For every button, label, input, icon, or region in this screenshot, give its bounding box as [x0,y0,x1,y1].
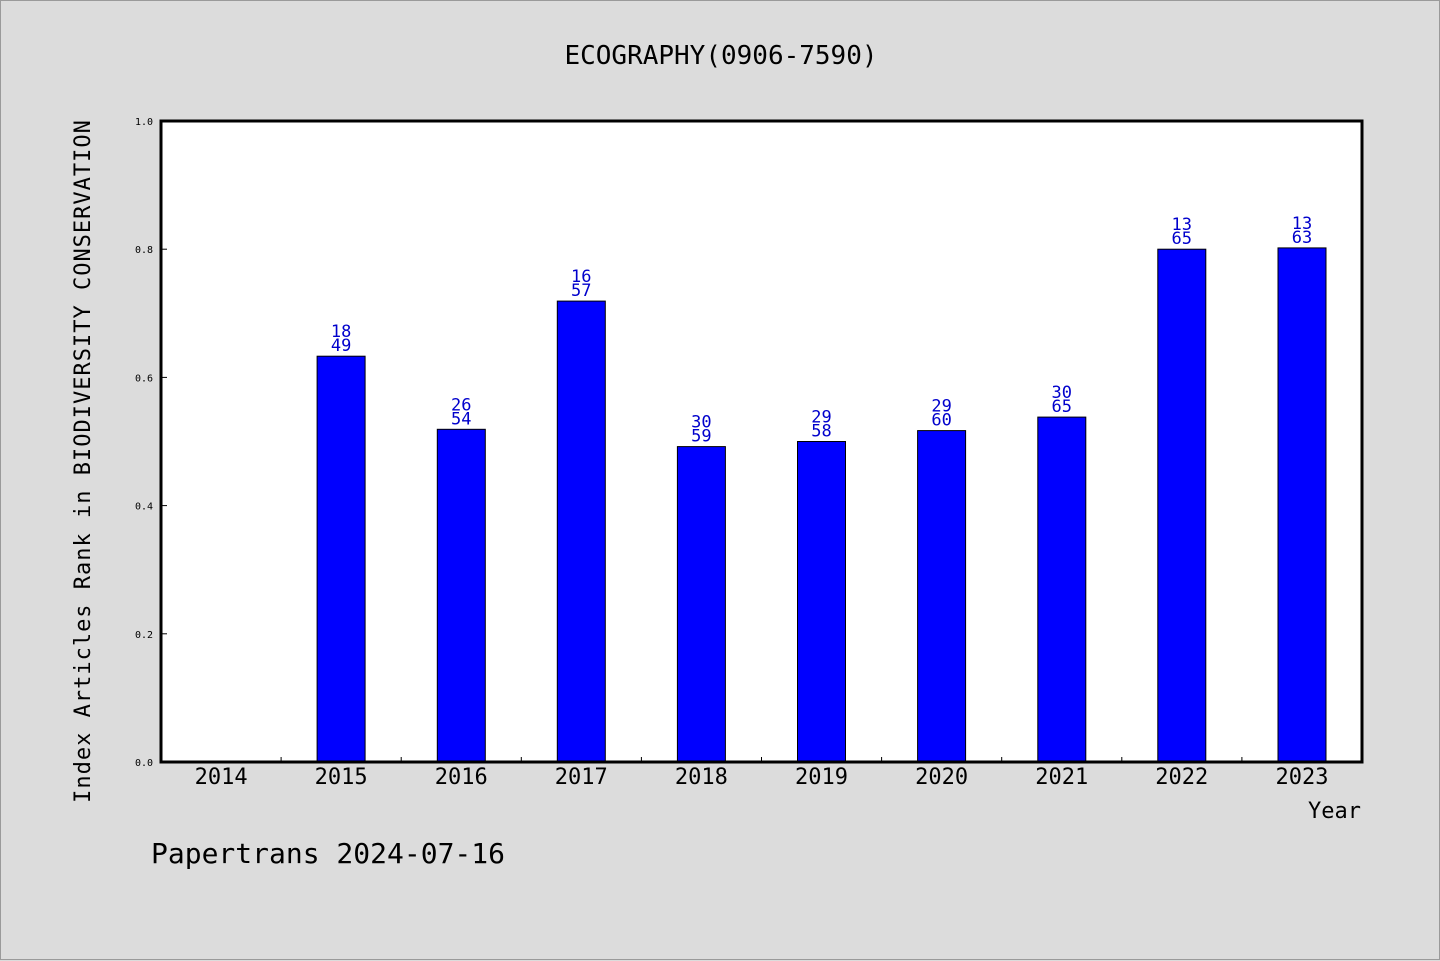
x-tick-label-2017: 2017 [555,765,608,790]
x-tick-label-2016: 2016 [435,765,488,790]
x-tick-label-2023: 2023 [1276,765,1329,790]
bar-label-rank-2020: 29 [931,397,951,417]
bar-2015 [316,355,366,763]
y-tick-label-1.0: 1.0 [135,117,153,128]
bar-label-rank-2023: 13 [1292,214,1312,234]
bar-label-rank-2022: 13 [1172,215,1192,235]
bar-2021 [1037,416,1087,763]
y-tick-label-0.6: 0.6 [135,373,153,384]
bar-label-total-2018: 59 [691,427,711,447]
x-tick-label-2021: 2021 [1035,765,1088,790]
bar-2020 [917,430,967,763]
y-tick-label-0.8: 0.8 [135,245,153,256]
bar-2016 [436,428,486,763]
y-tick-label-0.4: 0.4 [135,502,153,513]
bar-label-total-2017: 57 [571,281,591,301]
bar-label-rank-2021: 30 [1052,383,1072,403]
bar-label-rank-2018: 30 [691,413,711,433]
bar-label-total-2023: 63 [1292,228,1312,248]
x-tick-label-2014: 2014 [195,765,248,790]
bar-label-total-2015: 49 [331,336,351,356]
footer-credit: Papertrans 2024-07-16 [151,837,505,870]
x-tick-label-2018: 2018 [675,765,728,790]
bar-label-rank-2017: 16 [571,267,591,287]
bar-2019 [797,441,846,763]
bars-layer [316,247,1327,763]
y-tick-label-0.0: 0.0 [135,758,153,769]
bar-label-total-2019: 58 [811,422,831,442]
y-tick-label-0.2: 0.2 [135,630,153,641]
bar-label-rank-2015: 18 [331,322,351,342]
bar-label-total-2022: 65 [1172,229,1192,249]
x-axis-label: Year [1308,799,1361,824]
y-axis-ticks: 0.0 0.2 0.4 0.6 0.8 1.0 [135,117,167,769]
y-axis-label: Index Articles Rank in BIODIVERSITY CONS… [71,119,96,803]
x-tick-label-2020: 2020 [915,765,968,790]
bar-2018 [676,446,726,763]
bar-label-total-2016: 54 [451,409,471,429]
bar-2017 [556,300,606,763]
chart-title: ECOGRAPHY(0906-7590) [564,41,877,71]
bar-2022 [1157,248,1207,763]
bar-label-rank-2019: 29 [811,408,831,428]
x-tick-label-2015: 2015 [315,765,368,790]
x-tick-label-2022: 2022 [1155,765,1208,790]
bar-label-rank-2016: 26 [451,395,471,415]
x-tick-label-2019: 2019 [795,765,848,790]
bar-label-total-2020: 60 [931,411,951,431]
x-axis-ticks: 2014 2015 2016 2017 2018 2019 2020 2021 2022 2023 [195,757,1329,790]
bar-2023 [1277,247,1327,763]
bar-label-total-2021: 65 [1052,397,1072,417]
